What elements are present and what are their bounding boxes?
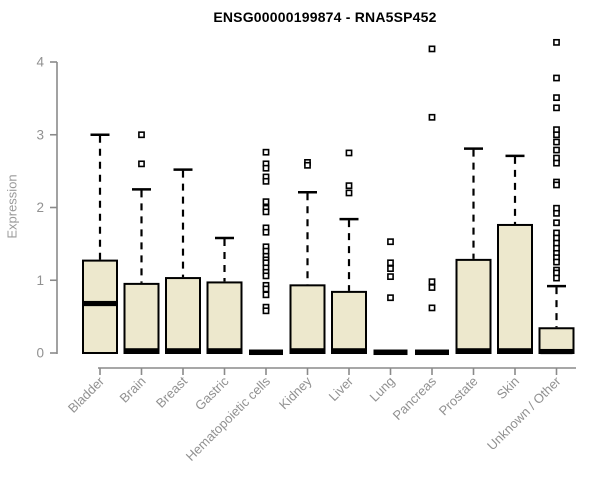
outlier-point <box>553 219 560 227</box>
outlier-point <box>553 94 560 102</box>
outlier-point <box>553 131 560 139</box>
outlier-point <box>387 265 394 273</box>
x-tick-label: Lung <box>367 374 398 405</box>
outlier-point <box>262 208 270 216</box>
outlier-point <box>304 161 311 169</box>
outlier-point <box>138 160 145 168</box>
x-tick-label: Bladder <box>65 373 108 416</box>
outlier-point <box>428 113 436 121</box>
outlier-point <box>345 189 353 197</box>
outlier-point <box>387 273 394 281</box>
box <box>289 284 326 354</box>
x-tick-label: Liver <box>326 373 357 404</box>
median-line <box>84 300 116 307</box>
outlier-point <box>345 182 353 190</box>
outlier-point <box>428 45 436 53</box>
box <box>455 258 492 355</box>
outlier-point <box>553 138 560 146</box>
median-line <box>499 348 531 354</box>
y-tick-label: 4 <box>36 55 44 70</box>
outlier-point <box>428 284 436 291</box>
box <box>123 282 160 355</box>
outlier-point <box>262 285 270 293</box>
median-line <box>291 348 324 354</box>
y-tick-label: 0 <box>36 346 44 361</box>
outlier-point <box>428 278 436 286</box>
median-line <box>333 348 365 354</box>
x-tick-label: Breast <box>153 373 190 410</box>
x-tick-label: Skin <box>494 374 522 402</box>
outlier-point <box>262 272 270 280</box>
outlier-point <box>553 274 560 282</box>
y-tick-label: 3 <box>36 127 44 142</box>
outlier-point <box>553 159 560 167</box>
median-line <box>208 348 241 354</box>
outlier-point <box>262 228 270 236</box>
outlier-point <box>262 148 270 156</box>
outlier-point <box>428 304 436 312</box>
median-line <box>540 348 573 355</box>
box <box>165 277 201 355</box>
outlier-point <box>387 259 394 267</box>
median-line <box>457 348 490 354</box>
box <box>331 290 367 355</box>
x-tick-label: Brain <box>117 374 149 406</box>
outlier-point <box>553 146 560 154</box>
box <box>82 259 118 355</box>
flat-box <box>249 349 283 356</box>
outlier-point <box>553 74 560 82</box>
outlier-point <box>387 294 394 302</box>
outlier-point <box>553 181 560 189</box>
flat-box <box>415 349 449 356</box>
outlier-point <box>262 164 270 172</box>
flat-box <box>373 349 408 356</box>
outlier-point <box>553 38 560 46</box>
outlier-point <box>262 291 270 299</box>
outlier-point <box>553 209 560 217</box>
outlier-point <box>262 177 270 185</box>
box <box>206 281 243 354</box>
outlier-point <box>262 307 270 315</box>
box <box>497 223 533 354</box>
outlier-point <box>553 104 560 112</box>
chart-title: ENSG00000199874 - RNA5SP452 <box>213 9 437 25</box>
median-line <box>125 348 158 354</box>
x-tick-label: Pancreas <box>390 373 440 423</box>
y-tick-label: 2 <box>36 200 44 215</box>
outlier-point <box>345 149 353 157</box>
outlier-point <box>262 198 270 206</box>
x-tick-label: Unknown / Other <box>484 373 564 453</box>
y-tick-label: 1 <box>36 273 44 288</box>
outlier-point <box>387 238 394 246</box>
median-line <box>167 348 199 354</box>
x-tick-label: Kidney <box>276 373 315 412</box>
outlier-point <box>138 131 145 139</box>
outlier-point <box>553 258 560 266</box>
x-tick-label: Prostate <box>436 374 481 419</box>
x-tick-label: Gastric <box>192 373 232 413</box>
